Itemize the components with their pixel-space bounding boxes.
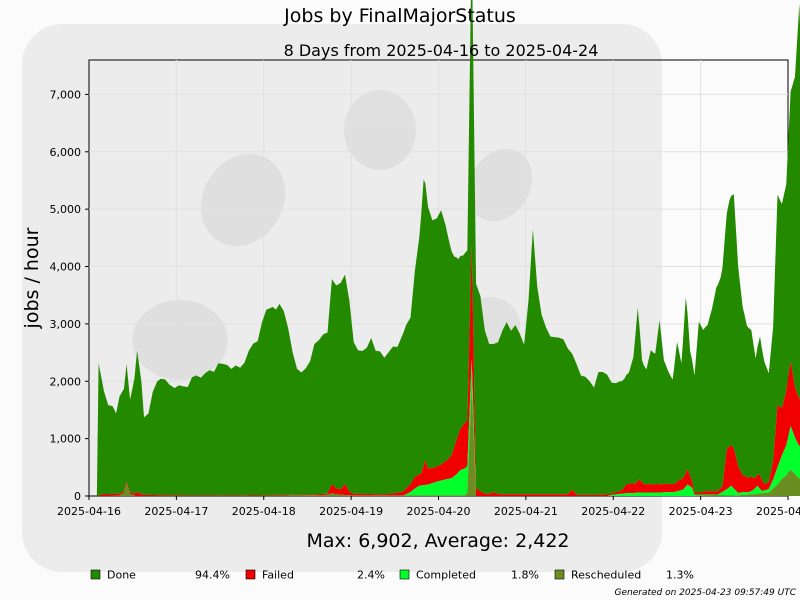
x-tick-label-3: 2025-04-19 (319, 505, 383, 518)
y-tick-label-0: 0 (74, 490, 81, 503)
x-tick-label-2: 2025-04-18 (232, 505, 296, 518)
legend-swatch-failed (245, 569, 256, 580)
summary-stats: Max: 6,902, Average: 2,422 (306, 530, 569, 552)
legend-percent-done: 94.4% (195, 569, 230, 582)
legend-swatch-completed (399, 569, 410, 580)
x-tick-label-5: 2025-04-21 (494, 505, 558, 518)
legend-label-done: Done (107, 569, 136, 582)
x-tick-label-4: 2025-04-20 (407, 505, 471, 518)
x-tick-label-0: 2025-04-16 (57, 505, 121, 518)
chart-subtitle: 8 Days from 2025-04-16 to 2025-04-24 (284, 41, 599, 60)
legend-swatch-done (90, 569, 101, 580)
area-done (96, 0, 800, 496)
x-axis: 2025-04-16 2025-04-17 2025-04-18 2025-04-19… (57, 496, 800, 518)
legend-percent-completed: 1.8% (511, 569, 539, 582)
y-tick-label-5: 5,000 (50, 203, 82, 216)
legend: Done 94.4% Failed 2.4% Completed 1.8% Reschedu… (90, 569, 694, 582)
y-tick-label-3: 3,000 (50, 318, 82, 331)
x-tick-label-1: 2025-04-17 (144, 505, 208, 518)
x-tick-label-8: 2025-04-24 (756, 505, 800, 518)
y-tick-label-2: 2,000 (50, 375, 82, 388)
x-tick-label-6: 2025-04-22 (581, 505, 645, 518)
legend-percent-rescheduled: 1.3% (666, 569, 694, 582)
series-areas (96, 0, 800, 496)
legend-swatch-rescheduled (554, 569, 565, 580)
legend-label-rescheduled: Rescheduled (571, 569, 641, 582)
y-axis: 0 1,000 2,000 3,000 4,000 5,000 6,000 7,000 (50, 88, 89, 503)
chart-title: Jobs by FinalMajorStatus (283, 5, 516, 27)
generated-timestamp: Generated on 2025-04-23 09:57:49 UTC (615, 588, 797, 598)
y-axis-label: jobs / hour (21, 227, 43, 329)
legend-percent-failed: 2.4% (357, 569, 385, 582)
legend-label-failed: Failed (262, 569, 294, 582)
legend-label-completed: Completed (416, 569, 476, 582)
y-tick-label-4: 4,000 (50, 261, 82, 274)
y-tick-label-6: 6,000 (50, 146, 82, 159)
x-tick-label-7: 2025-04-23 (669, 505, 733, 518)
y-tick-label-7: 7,000 (50, 88, 82, 101)
area-failed (96, 244, 800, 496)
y-tick-label-1: 1,000 (50, 433, 82, 446)
